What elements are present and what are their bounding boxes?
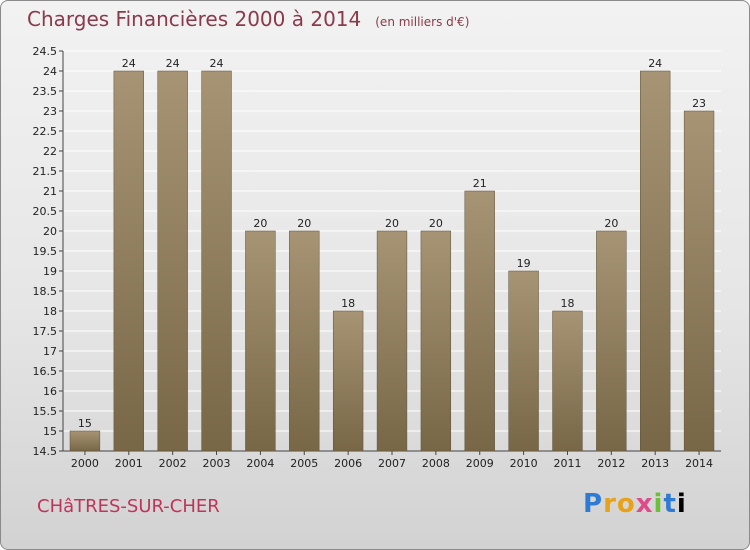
bar [289, 230, 320, 452]
y-tick-label: 24.5 [33, 45, 58, 58]
y-tick-label: 21 [43, 185, 57, 198]
bar-value-label: 15 [78, 417, 92, 430]
y-tick-label: 20.5 [33, 205, 58, 218]
bar [683, 110, 715, 452]
bar [464, 190, 495, 452]
x-tick-label: 2005 [290, 457, 318, 470]
x-tick-label: 2001 [115, 457, 143, 470]
logo-letter: x [635, 489, 654, 519]
bar-value-label: 20 [297, 217, 311, 230]
bar-value-label: 18 [560, 297, 574, 310]
bar-value-label: 20 [429, 217, 443, 230]
bar [245, 230, 276, 452]
bar [376, 230, 408, 452]
chart-title-block: Charges Financières 2000 à 2014 (en milli… [27, 7, 469, 31]
x-tick-label: 2003 [203, 457, 231, 470]
chart-title: Charges Financières 2000 à 2014 [27, 7, 362, 31]
town-name: CHâTRES-SUR-CHER [37, 496, 220, 517]
y-tick-label: 18 [43, 305, 57, 318]
x-tick-label: 2007 [378, 457, 406, 470]
logo-letter: r [603, 489, 617, 519]
x-tick-label: 2004 [246, 457, 274, 470]
logo-letter: t [663, 489, 677, 519]
proxiti-logo[interactable]: Proxiti [583, 489, 687, 519]
y-tick-label: 23.5 [33, 85, 58, 98]
labels: 15 24 24 24 20 20 18 20 20 21 19 18 20 24 23 [78, 57, 706, 430]
bar-value-label: 20 [253, 217, 267, 230]
bar [201, 70, 232, 452]
bar [332, 310, 364, 452]
y-tick-label: 17 [43, 345, 57, 358]
x-tick-label: 2011 [553, 457, 581, 470]
bar [113, 70, 144, 452]
logo-letter: i [653, 489, 664, 519]
x-tick-label: 2014 [685, 457, 713, 470]
y-tick-label: 22 [43, 145, 57, 158]
y-tick-label: 18.5 [33, 285, 58, 298]
logo-letter: o [616, 489, 636, 519]
x-tick-label: 2012 [597, 457, 625, 470]
bar-value-label: 18 [341, 297, 355, 310]
bar [640, 70, 671, 452]
bar-value-label: 19 [517, 257, 531, 270]
x-tick-label: 2013 [641, 457, 669, 470]
bar-value-label: 21 [473, 177, 487, 190]
y-tick-label: 24 [43, 65, 57, 78]
x-tick-label: 2010 [510, 457, 538, 470]
y-tick-label: 17.5 [33, 325, 58, 338]
y-tick-label: 19 [43, 265, 57, 278]
x-tick-label: 2000 [71, 457, 99, 470]
x-tick-label: 2008 [422, 457, 450, 470]
x-tick-label: 2009 [466, 457, 494, 470]
bars [69, 70, 715, 452]
x-tick-label: 2002 [159, 457, 187, 470]
bar-value-label: 24 [648, 57, 662, 70]
bar [157, 70, 188, 452]
bar [420, 230, 452, 452]
y-tick-label: 14.5 [33, 445, 58, 458]
bar [596, 230, 627, 452]
bar-value-label: 20 [604, 217, 618, 230]
bar [508, 270, 539, 452]
chart-subtitle: (en milliers d'€) [375, 15, 470, 29]
bar [69, 430, 101, 452]
y-tick-label: 22.5 [33, 125, 58, 138]
y-tick-label: 16.5 [33, 365, 58, 378]
bar-value-label: 24 [210, 57, 224, 70]
y-tick-label: 16 [43, 385, 57, 398]
bar-value-label: 24 [166, 57, 180, 70]
y-tick-label: 15 [43, 425, 57, 438]
y-tick-label: 20 [43, 225, 57, 238]
bar-value-label: 24 [122, 57, 136, 70]
y-tick-label: 21.5 [33, 165, 58, 178]
x-tick-label: 2006 [334, 457, 362, 470]
logo-letter: i [676, 489, 687, 519]
y-tick-label: 15.5 [33, 405, 58, 418]
bar [552, 310, 583, 452]
y-tick-label: 23 [43, 105, 57, 118]
bar-value-label: 20 [385, 217, 399, 230]
y-tick-label: 19.5 [33, 245, 58, 258]
bar-value-label: 23 [692, 97, 706, 110]
logo-letter: P [583, 489, 604, 519]
